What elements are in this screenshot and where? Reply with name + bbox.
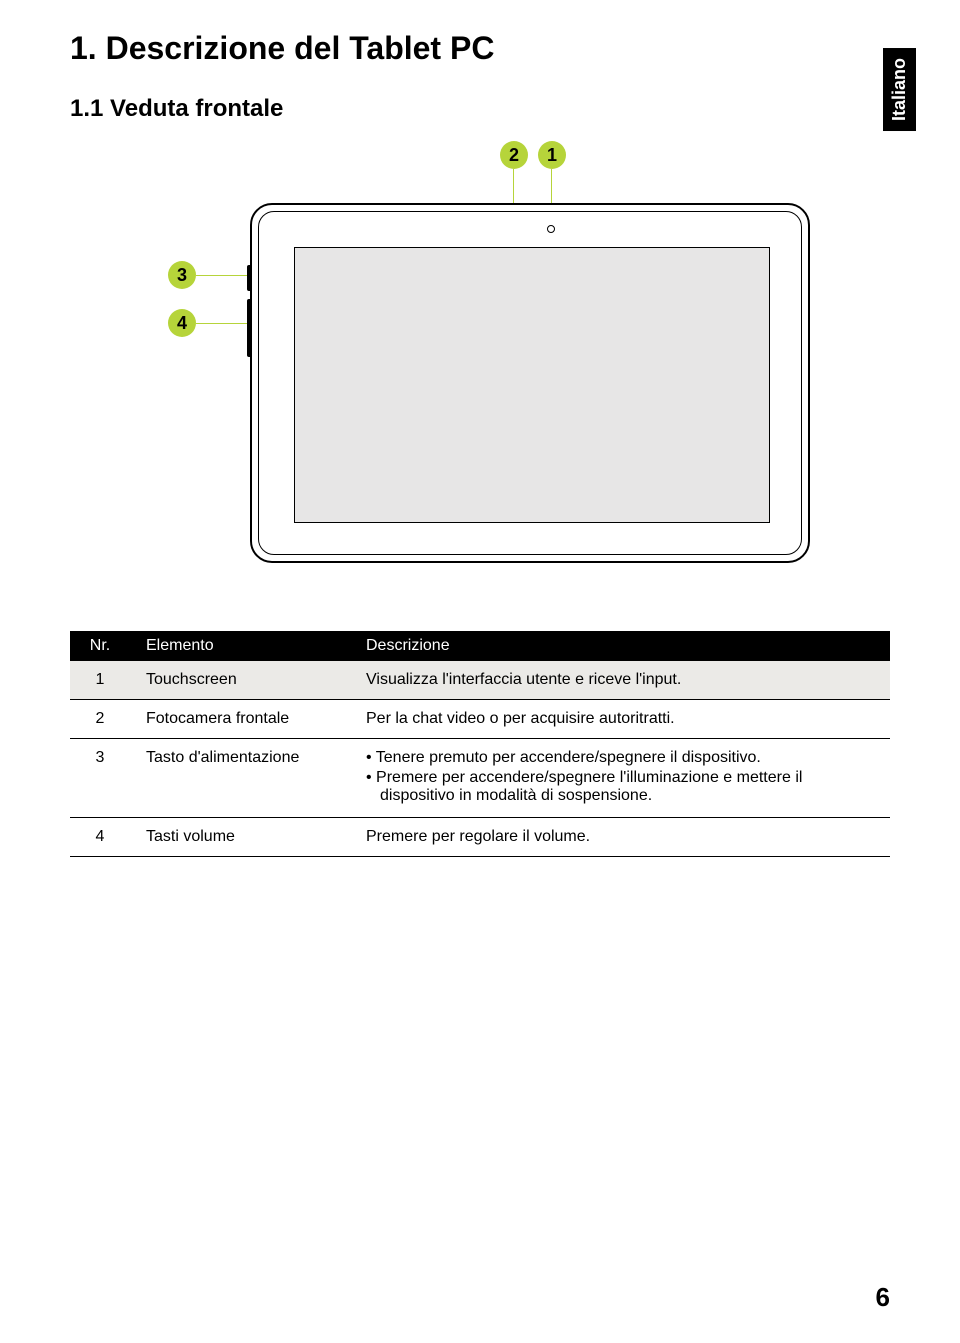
- table-row: 1TouchscreenVisualizza l'interfaccia ute…: [70, 661, 890, 700]
- col-descrizione: Descrizione: [350, 631, 890, 661]
- cell-elemento: Tasto d'alimentazione: [130, 739, 350, 818]
- table-row: 2Fotocamera frontalePer la chat video o …: [70, 700, 890, 739]
- volume-button-shape: [247, 299, 252, 357]
- cell-nr: 4: [70, 818, 130, 857]
- cell-descrizione: Tenere premuto per accendere/spegnere il…: [350, 739, 890, 818]
- callout-badge-1: 1: [538, 141, 566, 169]
- page-number: 6: [876, 1282, 890, 1313]
- table-header-row: Nr. Elemento Descrizione: [70, 631, 890, 661]
- list-item: Tenere premuto per accendere/spegnere il…: [366, 749, 874, 767]
- callout-badge-4: 4: [168, 309, 196, 337]
- col-nr: Nr.: [70, 631, 130, 661]
- cell-descrizione: Per la chat video o per acquisire autori…: [350, 700, 890, 739]
- cell-elemento: Tasti volume: [130, 818, 350, 857]
- power-button-shape: [247, 265, 252, 291]
- table-row: 3Tasto d'alimentazione Tenere premuto per…: [70, 739, 890, 818]
- front-camera-icon: [547, 225, 555, 233]
- language-tab: Italiano: [883, 48, 916, 131]
- cell-nr: 2: [70, 700, 130, 739]
- parts-table: Nr. Elemento Descrizione 1TouchscreenVis…: [70, 631, 890, 857]
- cell-elemento: Fotocamera frontale: [130, 700, 350, 739]
- tablet-screen: [294, 247, 770, 523]
- leader-line: [196, 323, 248, 324]
- leader-line: [196, 275, 248, 276]
- heading-main: 1. Descrizione del Tablet PC: [70, 30, 890, 67]
- cell-descrizione: Visualizza l'interfaccia utente e riceve…: [350, 661, 890, 700]
- tablet-body: [250, 203, 810, 563]
- col-elemento: Elemento: [130, 631, 350, 661]
- heading-sub: 1.1 Veduta frontale: [70, 95, 890, 123]
- tablet-diagram: 2 1 3 4: [120, 141, 840, 581]
- list-item: Premere per accendere/spegnere l'illumin…: [366, 769, 874, 805]
- callout-badge-2: 2: [500, 141, 528, 169]
- cell-descrizione: Premere per regolare il volume.: [350, 818, 890, 857]
- cell-nr: 1: [70, 661, 130, 700]
- cell-nr: 3: [70, 739, 130, 818]
- table-row: 4Tasti volumePremere per regolare il vol…: [70, 818, 890, 857]
- callout-badge-3: 3: [168, 261, 196, 289]
- cell-elemento: Touchscreen: [130, 661, 350, 700]
